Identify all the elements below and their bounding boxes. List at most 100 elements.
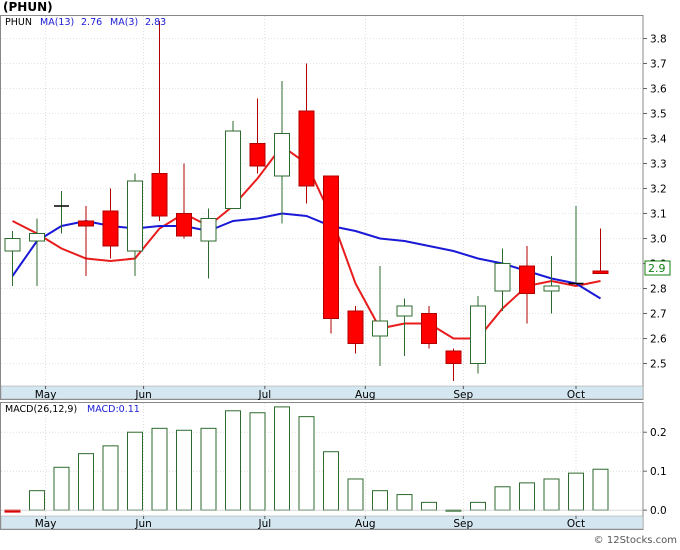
candle-body xyxy=(127,180,143,252)
candle xyxy=(4,231,21,286)
ma-long-value: 2.76 xyxy=(81,17,102,28)
candle-body xyxy=(372,320,388,337)
candle xyxy=(249,98,266,174)
candle xyxy=(29,218,45,286)
price-y-tick-label: 2.8 xyxy=(650,284,667,296)
candle xyxy=(470,296,486,374)
ma-short-value: 2.83 xyxy=(145,17,166,28)
price-y-tick-label: 3.5 xyxy=(650,109,667,121)
candles xyxy=(4,21,609,381)
candle-body xyxy=(102,210,119,247)
candle xyxy=(592,228,609,274)
macd-bar xyxy=(421,501,437,511)
price-x-axis-band xyxy=(0,385,644,400)
price-x-tick-label: Sep xyxy=(453,389,473,401)
macd-bar xyxy=(298,416,315,511)
candle xyxy=(519,246,535,324)
macd-x-axis-band xyxy=(0,515,644,530)
candle-body xyxy=(494,263,511,292)
macd-bar xyxy=(225,410,241,511)
grid-layer xyxy=(1,16,643,516)
candle-body xyxy=(470,305,486,364)
macd-bar xyxy=(249,412,266,511)
candle xyxy=(372,266,388,366)
candle-body xyxy=(519,265,535,294)
macd-panel-border xyxy=(0,402,644,530)
macd-bar xyxy=(4,509,21,513)
price-y-tick-label: 3.8 xyxy=(650,34,667,46)
chart-title: (PHUN) xyxy=(3,0,53,14)
ticker-label: PHUN xyxy=(5,17,32,28)
candle-body xyxy=(78,220,94,227)
price-y-tick-label: 3.4 xyxy=(650,134,667,146)
price-x-tick-label: May xyxy=(35,389,57,401)
candle-body xyxy=(445,350,462,364)
ma-long-label: MA(13) xyxy=(40,17,74,28)
candle xyxy=(200,208,217,279)
candle xyxy=(396,298,413,356)
macd-bar xyxy=(543,478,560,511)
ma-short-label: MA(3) xyxy=(110,17,138,28)
macd-x-tick-label: Oct xyxy=(567,518,585,530)
price-x-tick-label: Aug xyxy=(355,389,376,401)
price-x-tick-label: Jul xyxy=(258,389,272,401)
candle-body xyxy=(543,285,560,292)
candle xyxy=(445,348,462,381)
macd-bar xyxy=(323,451,339,511)
macd-bar xyxy=(372,490,388,511)
candle-body xyxy=(396,305,413,317)
price-x-tick-label: Oct xyxy=(567,389,585,401)
candle-body xyxy=(151,173,168,217)
panel-frames xyxy=(0,15,644,530)
candle xyxy=(298,63,315,204)
price-x-tick-label: Jun xyxy=(134,389,151,401)
macd-y-tick-label: 0.2 xyxy=(650,427,667,439)
macd-x-tick-label: Aug xyxy=(355,518,376,530)
macd-bars xyxy=(1,406,643,513)
macd-bar xyxy=(274,406,290,511)
ma-long-line xyxy=(11,212,602,300)
price-y-tick-label: 2.5 xyxy=(650,359,667,371)
price-y-tick-label: 2.7 xyxy=(650,309,667,321)
candle xyxy=(543,256,560,314)
macd-value-label: MACD:0.11 xyxy=(87,404,140,415)
candle xyxy=(78,206,94,276)
candle-body xyxy=(298,110,315,187)
candle xyxy=(176,163,192,239)
watermark: © 12Stocks.com xyxy=(594,535,677,546)
price-panel-border xyxy=(0,15,644,400)
candle-body xyxy=(323,175,339,319)
candle xyxy=(274,81,290,224)
candle xyxy=(494,248,511,311)
candle-body xyxy=(176,213,192,237)
macd-bar xyxy=(200,427,217,511)
macd-bar xyxy=(396,494,413,511)
macd-bar xyxy=(78,453,94,511)
macd-bar xyxy=(127,431,143,511)
candle xyxy=(568,206,584,285)
macd-x-tick-label: May xyxy=(35,518,57,530)
price-y-tick-label: 2.6 xyxy=(650,334,667,346)
candle xyxy=(347,306,364,354)
macd-x-tick-label: Jul xyxy=(258,518,272,530)
macd-params-label: MACD(26,12,9) xyxy=(5,404,77,415)
candle-body xyxy=(29,233,45,242)
candle-body xyxy=(592,270,609,274)
price-y-tick-label: 3.2 xyxy=(650,184,667,196)
candle xyxy=(54,191,69,234)
candle xyxy=(225,121,241,209)
candle-body xyxy=(200,218,217,242)
candle-body xyxy=(347,310,364,344)
price-y-tick-label: 3.7 xyxy=(650,59,667,71)
macd-x-tick-label: Sep xyxy=(453,518,473,530)
macd-bar xyxy=(151,427,168,511)
macd-bar xyxy=(347,478,364,511)
candle-body xyxy=(4,238,21,252)
macd-bar xyxy=(519,482,535,511)
macd-bar xyxy=(29,490,45,511)
macd-bar xyxy=(53,466,70,511)
candle xyxy=(127,173,143,276)
macd-bar xyxy=(592,468,609,511)
